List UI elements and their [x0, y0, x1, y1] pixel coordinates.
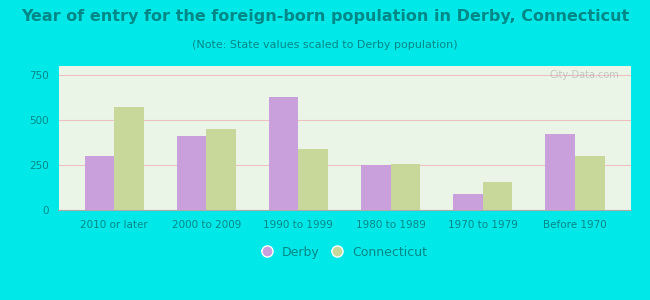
Legend: Derby, Connecticut: Derby, Connecticut	[257, 241, 432, 264]
Bar	[545, 134, 575, 210]
Bar	[84, 156, 114, 210]
Bar	[206, 129, 236, 210]
Bar	[269, 97, 298, 210]
Bar	[391, 164, 420, 210]
Bar	[483, 182, 512, 210]
Bar	[575, 156, 604, 210]
Bar	[298, 149, 328, 210]
Bar	[453, 194, 483, 210]
Text: City-Data.com: City-Data.com	[549, 70, 619, 80]
Bar	[177, 136, 206, 210]
Text: (Note: State values scaled to Derby population): (Note: State values scaled to Derby popu…	[192, 40, 458, 50]
Bar	[361, 165, 391, 210]
Text: Year of entry for the foreign-born population in Derby, Connecticut: Year of entry for the foreign-born popul…	[21, 9, 629, 24]
Bar	[114, 107, 144, 210]
